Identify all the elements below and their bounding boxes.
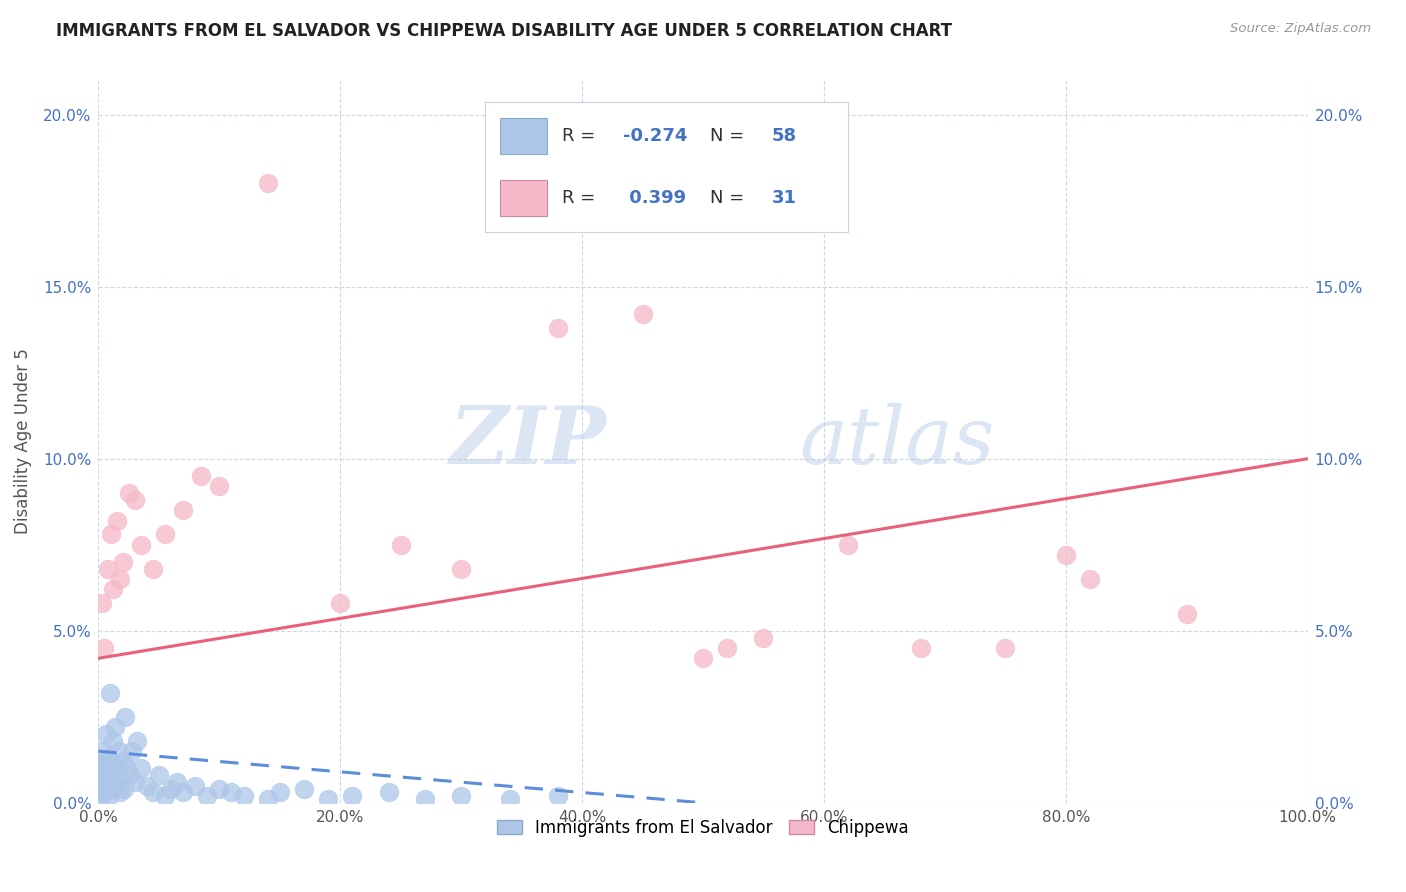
Point bbox=[124, 775, 146, 789]
Point bbox=[129, 538, 152, 552]
Legend: Immigrants from El Salvador, Chippewa: Immigrants from El Salvador, Chippewa bbox=[488, 810, 918, 845]
Point bbox=[1175, 607, 1198, 621]
Point bbox=[93, 775, 115, 789]
Point bbox=[256, 177, 278, 191]
Point bbox=[389, 538, 412, 552]
Point bbox=[100, 775, 122, 789]
Point bbox=[142, 562, 165, 576]
Point bbox=[292, 782, 315, 797]
Text: atlas: atlas bbox=[800, 403, 995, 480]
Point bbox=[172, 503, 194, 517]
Point bbox=[142, 785, 165, 799]
Text: IMMIGRANTS FROM EL SALVADOR VS CHIPPEWA DISABILITY AGE UNDER 5 CORRELATION CHART: IMMIGRANTS FROM EL SALVADOR VS CHIPPEWA … bbox=[56, 22, 952, 40]
Point bbox=[221, 785, 243, 799]
Point bbox=[184, 779, 207, 793]
Point bbox=[96, 779, 118, 793]
Point bbox=[450, 562, 472, 576]
Point bbox=[117, 761, 139, 775]
Point bbox=[547, 321, 569, 335]
Point bbox=[153, 527, 176, 541]
Point bbox=[108, 744, 131, 758]
Point bbox=[111, 755, 134, 769]
Point bbox=[94, 785, 117, 799]
Text: Source: ZipAtlas.com: Source: ZipAtlas.com bbox=[1230, 22, 1371, 36]
Point bbox=[118, 768, 141, 782]
Point bbox=[716, 640, 738, 655]
Point bbox=[547, 789, 569, 803]
Point bbox=[148, 768, 170, 782]
Point bbox=[96, 761, 118, 775]
Point bbox=[91, 768, 114, 782]
Point bbox=[98, 686, 121, 700]
Point bbox=[105, 761, 128, 775]
Point bbox=[498, 792, 520, 806]
Y-axis label: Disability Age Under 5: Disability Age Under 5 bbox=[14, 349, 32, 534]
Point bbox=[108, 785, 131, 799]
Point bbox=[97, 562, 120, 576]
Point bbox=[342, 789, 364, 803]
Point bbox=[172, 785, 194, 799]
Point bbox=[195, 789, 218, 803]
Point bbox=[166, 775, 188, 789]
Point bbox=[127, 734, 149, 748]
Point bbox=[93, 640, 115, 655]
Point bbox=[135, 779, 157, 793]
Point bbox=[208, 479, 231, 493]
Point bbox=[114, 710, 136, 724]
Point bbox=[91, 596, 114, 610]
Point bbox=[100, 527, 122, 541]
Point bbox=[692, 651, 714, 665]
Point bbox=[377, 785, 399, 799]
Point bbox=[93, 755, 115, 769]
Point bbox=[112, 782, 135, 797]
Point bbox=[90, 789, 112, 803]
Point bbox=[837, 538, 859, 552]
Point bbox=[190, 469, 212, 483]
Point bbox=[111, 555, 134, 569]
Point bbox=[994, 640, 1017, 655]
Point bbox=[89, 779, 111, 793]
Point bbox=[97, 751, 120, 765]
Point bbox=[631, 307, 654, 321]
Point bbox=[256, 792, 278, 806]
Point bbox=[118, 486, 141, 500]
Point bbox=[232, 789, 254, 803]
Point bbox=[124, 493, 146, 508]
Point bbox=[316, 792, 339, 806]
Point bbox=[91, 782, 114, 797]
Point bbox=[105, 514, 128, 528]
Point bbox=[101, 582, 124, 597]
Point bbox=[97, 789, 120, 803]
Point bbox=[89, 785, 111, 799]
Point bbox=[98, 764, 121, 779]
Point bbox=[108, 572, 131, 586]
Point bbox=[94, 727, 117, 741]
Point bbox=[101, 734, 124, 748]
Point bbox=[129, 761, 152, 775]
Point bbox=[96, 768, 118, 782]
Point bbox=[121, 744, 143, 758]
Point bbox=[450, 789, 472, 803]
Point bbox=[269, 785, 291, 799]
Point bbox=[153, 789, 176, 803]
Point bbox=[160, 782, 183, 797]
Point bbox=[910, 640, 932, 655]
Point bbox=[329, 596, 352, 610]
Point bbox=[208, 782, 231, 797]
Point bbox=[1078, 572, 1101, 586]
Point bbox=[413, 792, 436, 806]
Point bbox=[752, 631, 775, 645]
Point bbox=[91, 744, 114, 758]
Point bbox=[1054, 548, 1077, 562]
Point bbox=[104, 720, 127, 734]
Text: ZIP: ZIP bbox=[450, 403, 606, 480]
Point bbox=[107, 772, 129, 786]
Point bbox=[103, 779, 125, 793]
Point bbox=[90, 761, 112, 775]
Point bbox=[100, 782, 122, 797]
